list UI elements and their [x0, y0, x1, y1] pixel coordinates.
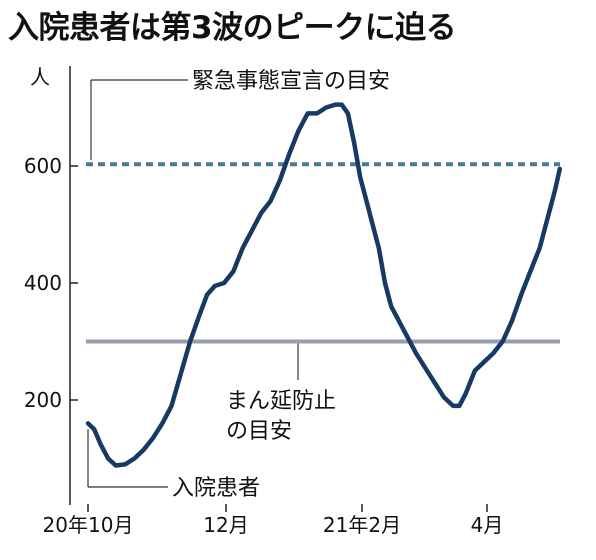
series-line-inpatients — [85, 102, 563, 468]
reference-label-prevention-line1: まん延防止 — [226, 389, 336, 414]
x-tick-label-3: 4月 — [471, 513, 504, 537]
series-layer — [85, 102, 563, 468]
x-tick-label-1: 12月 — [203, 513, 248, 537]
axes: 人 200 400 600 20年10月 12月 21年2月 4月 — [24, 65, 504, 537]
x-tick-label-0: 20年10月 — [43, 513, 134, 537]
y-tick-label-600: 600 — [24, 154, 62, 178]
series-label-inpatients: 入院患者 — [172, 476, 260, 501]
y-tick-label-400: 400 — [24, 271, 62, 295]
reference-label-emergency: 緊急事態宣言の目安 — [192, 69, 390, 94]
y-tick-label-200: 200 — [24, 388, 62, 412]
reference-lines — [86, 162, 560, 344]
chart-title: 入院患者は第3波のピークに迫る — [8, 10, 457, 46]
y-axis-label: 人 — [30, 65, 50, 89]
reference-label-prevention-line2: の目安 — [226, 419, 292, 444]
x-tick-label-2: 21年2月 — [323, 513, 401, 537]
